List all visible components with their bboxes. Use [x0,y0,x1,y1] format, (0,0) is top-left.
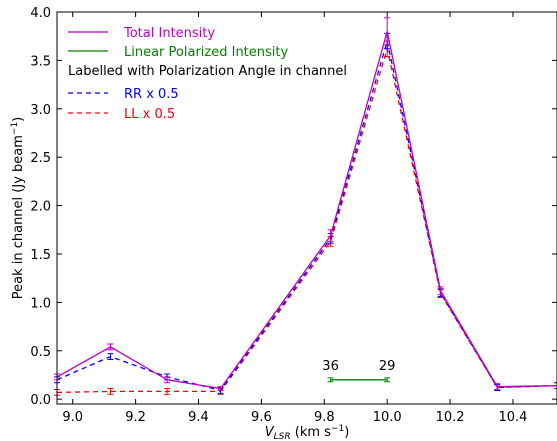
error-bar [164,388,171,395]
legend-label: Linear Polarized Intensity [124,45,288,60]
series-linear-polarized-intensity [327,377,391,383]
legend-label: Total Intensity [123,26,215,41]
error-bar [384,377,391,383]
x-tick-label: 10.0 [373,410,402,425]
error-bar [437,286,444,296]
legend-label: LL x 0.5 [124,107,175,122]
x-tick-label: 9.2 [125,410,146,425]
y-tick-label: 3.5 [30,54,51,69]
error-bar [327,377,334,383]
legend: Total Intensity Linear Polarized Intensit… [68,26,347,122]
error-bar [327,229,334,242]
y-tick-label: 3.0 [30,103,51,118]
plot-frame [56,11,557,405]
x-axis-label: VLSR (km s−1) [265,424,350,441]
x-tick-label: 9.8 [314,410,335,425]
legend-entry: Linear Polarized Intensity [68,45,288,60]
series-line [56,48,557,394]
tick-layer: 9.0 9.2 9.4 9.6 9.8 10.0 10.2 10.4 0.0 0.5 1.0 1.5 2… [30,6,557,425]
x-tick-label: 10.4 [498,410,527,425]
x-tick-label: 9.0 [62,410,83,425]
y-tick-label: 0.0 [30,393,51,408]
error-bar [107,353,114,360]
y-tick-label: 2.0 [30,200,51,215]
annotation-layer: 36 29 [322,359,395,374]
x-tick-label: 9.4 [188,410,209,425]
y-axis-label: Peak in channel (Jy beam−1) [10,117,26,300]
series-total-intensity [54,17,557,391]
series-layer [54,17,557,396]
legend-entry: Total Intensity [68,26,215,41]
legend-entry: RR x 0.5 [68,87,179,102]
polarization-angle-label: 36 [322,359,339,374]
legend-note: Labelled with Polarization Angle in chan… [68,64,347,79]
polarization-angle-label: 29 [379,359,396,374]
error-bar [107,343,114,351]
legend-entry: LL x 0.5 [68,107,175,122]
error-bar [164,376,171,384]
y-tick-label: 4.0 [30,6,51,21]
error-bar [107,388,114,395]
y-tick-label: 1.0 [30,296,51,311]
y-tick-label: 1.5 [30,248,51,263]
error-bar [494,383,501,390]
error-bar [554,382,557,390]
error-bar [384,17,391,46]
x-tick-label: 9.6 [251,410,272,425]
error-bar [217,386,224,391]
y-tick-label: 2.5 [30,151,51,166]
legend-label: RR x 0.5 [124,87,179,102]
y-tick-label: 0.5 [30,345,51,360]
plot-background [57,12,557,404]
x-tick-label: 10.2 [436,410,465,425]
